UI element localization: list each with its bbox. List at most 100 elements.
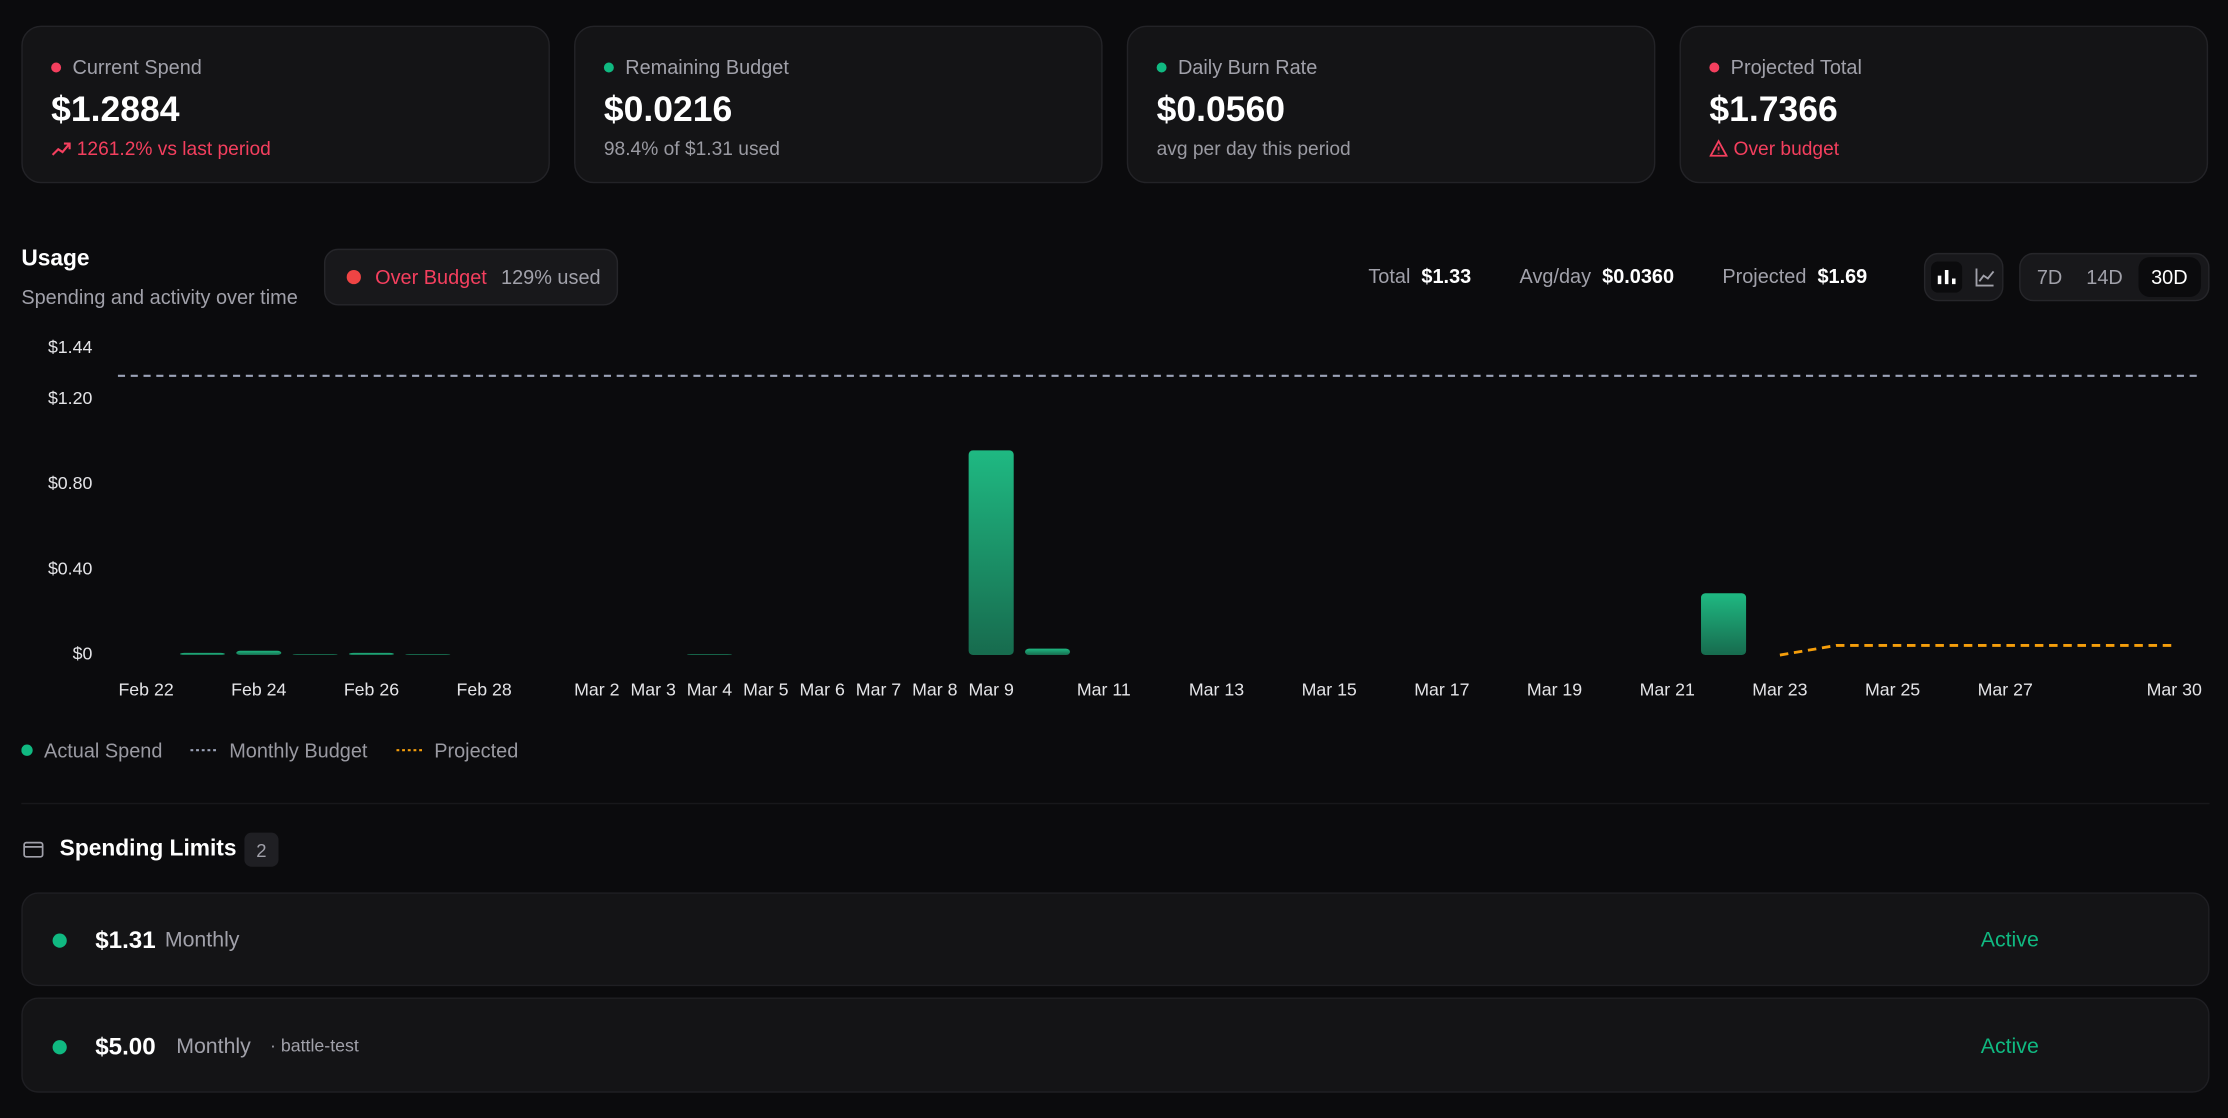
card-note: 1261.2% vs last period xyxy=(76,137,271,160)
legend-swatch xyxy=(395,749,425,752)
card: Remaining Budget $0.0216 98.4% of $1.31 … xyxy=(574,25,1103,184)
limit-row[interactable]: $5.00 Monthly · battle-test Active xyxy=(21,997,2210,1093)
x-tick-label: Mar 21 xyxy=(1640,679,1695,699)
card-note: Over budget xyxy=(1733,137,1840,160)
status-dot xyxy=(1709,61,1720,72)
y-tick-label: $0.40 xyxy=(48,558,93,578)
bar-chart-button[interactable] xyxy=(1931,261,1963,293)
card: Current Spend $1.2884 1261.2% vs last pe… xyxy=(21,25,550,184)
trend-icon xyxy=(51,141,71,155)
y-tick-label: $1.44 xyxy=(48,337,93,357)
card-value: $0.0216 xyxy=(603,89,733,130)
x-tick-label: Mar 17 xyxy=(1414,679,1469,699)
stat-label: Total xyxy=(1368,264,1411,288)
limit-tag: · battle-test xyxy=(269,1035,359,1056)
status-dot xyxy=(1156,61,1167,72)
badge-detail: 129% used xyxy=(501,265,601,289)
stat-label: Avg/day xyxy=(1519,264,1592,288)
x-tick-label: Mar 2 xyxy=(574,679,619,699)
legend-item: Projected xyxy=(395,738,519,762)
limit-period: Monthly xyxy=(176,1034,251,1059)
x-tick-label: Mar 27 xyxy=(1978,679,2033,699)
card-note: avg per day this period xyxy=(1156,137,1351,160)
card-label: Remaining Budget xyxy=(625,55,789,79)
stat-value: $0.0360 xyxy=(1602,264,1675,288)
bar xyxy=(348,652,394,656)
x-tick-label: Mar 8 xyxy=(912,679,957,699)
card-label: Projected Total xyxy=(1730,55,1862,79)
stat-value: $1.33 xyxy=(1421,264,1472,288)
card-value: $0.0560 xyxy=(1156,89,1286,130)
limit-amount: $1.31 xyxy=(95,926,156,954)
range-button[interactable]: 7D xyxy=(2036,265,2063,289)
line-chart-button[interactable] xyxy=(1974,266,1997,289)
x-tick-label: Mar 30 xyxy=(2147,679,2202,699)
stats: Total $1.33 Avg/day $0.0360 Projected $1… xyxy=(1368,264,1867,287)
section-title: Spending Limits xyxy=(59,836,237,862)
status-dot xyxy=(52,1040,67,1055)
stat-label: Projected xyxy=(1722,264,1807,288)
x-tick-label: Feb 28 xyxy=(456,679,511,699)
card-value: $1.7366 xyxy=(1709,89,1838,130)
bar xyxy=(236,650,282,656)
x-tick-label: Mar 11 xyxy=(1077,679,1131,699)
range-button[interactable]: 30D xyxy=(2138,257,2201,297)
limit-amount: $5.00 xyxy=(95,1033,156,1061)
bar xyxy=(1024,648,1071,656)
x-tick-label: Mar 3 xyxy=(630,679,676,699)
section-subtitle: Spending and activity over time xyxy=(21,285,298,309)
x-tick-label: Mar 15 xyxy=(1302,679,1357,699)
limit-row[interactable]: $1.31 Monthly Active xyxy=(21,892,2210,987)
budget-badge: Over Budget 129% used xyxy=(323,248,619,306)
x-tick-label: Mar 23 xyxy=(1752,679,1807,699)
badge-dot xyxy=(346,269,361,285)
divider xyxy=(21,802,2210,805)
limit-status: Active xyxy=(1980,927,2039,953)
y-tick-label: $0.80 xyxy=(48,473,93,493)
x-tick-label: Mar 9 xyxy=(968,679,1014,699)
range-button[interactable]: 14D xyxy=(2086,265,2123,289)
warning-icon xyxy=(1709,139,1728,157)
limit-status: Active xyxy=(1980,1034,2039,1059)
projected-line xyxy=(1779,644,2175,657)
status-dot xyxy=(603,61,614,72)
card: Daily Burn Rate $0.0560 avg per day this… xyxy=(1126,25,1656,184)
chart-type-toggle xyxy=(1923,252,2004,302)
limit-period: Monthly xyxy=(164,927,240,953)
status-dot xyxy=(52,933,67,948)
x-tick-label: Feb 24 xyxy=(231,679,286,699)
legend-item: Actual Spend xyxy=(21,739,162,762)
legend-label: Projected xyxy=(434,738,519,762)
legend-label: Actual Spend xyxy=(44,738,163,762)
section-title: Usage xyxy=(21,247,90,272)
bar xyxy=(1701,593,1747,656)
x-tick-label: Mar 19 xyxy=(1527,679,1582,699)
card-label: Daily Burn Rate xyxy=(1177,55,1318,79)
x-tick-label: Mar 4 xyxy=(687,679,733,699)
card: Projected Total $1.7366 Over budget xyxy=(1679,25,2209,184)
x-tick-label: Mar 5 xyxy=(743,679,789,699)
bar xyxy=(968,450,1014,656)
y-tick-label: $0 xyxy=(73,644,93,664)
x-tick-label: Mar 6 xyxy=(799,679,844,699)
x-tick-label: Mar 7 xyxy=(856,679,901,699)
x-tick-label: Mar 25 xyxy=(1865,679,1920,699)
x-tick-label: Feb 26 xyxy=(344,679,399,699)
legend-item: Monthly Budget xyxy=(190,738,368,762)
x-tick-label: Mar 13 xyxy=(1189,679,1244,699)
card-note: 98.4% of $1.31 used xyxy=(603,137,780,160)
stat-value: $1.69 xyxy=(1817,264,1868,288)
legend: Actual Spend Monthly Budget Projected xyxy=(21,739,518,762)
status-dot xyxy=(51,61,62,72)
card-label: Current Spend xyxy=(72,55,202,79)
bar xyxy=(405,654,451,656)
badge-label: Over Budget xyxy=(375,265,487,289)
range-toggle: 7D 14D 30D xyxy=(2019,252,2210,302)
chart: $0 $0.40 $0.80 $1.20 $1.44 Feb 22 Feb 24 Feb 26… xyxy=(48,337,2203,699)
wallet-icon xyxy=(23,841,44,858)
legend-label: Monthly Budget xyxy=(229,738,368,762)
card-value: $1.2884 xyxy=(51,89,180,130)
y-tick-label: $1.20 xyxy=(48,388,93,408)
